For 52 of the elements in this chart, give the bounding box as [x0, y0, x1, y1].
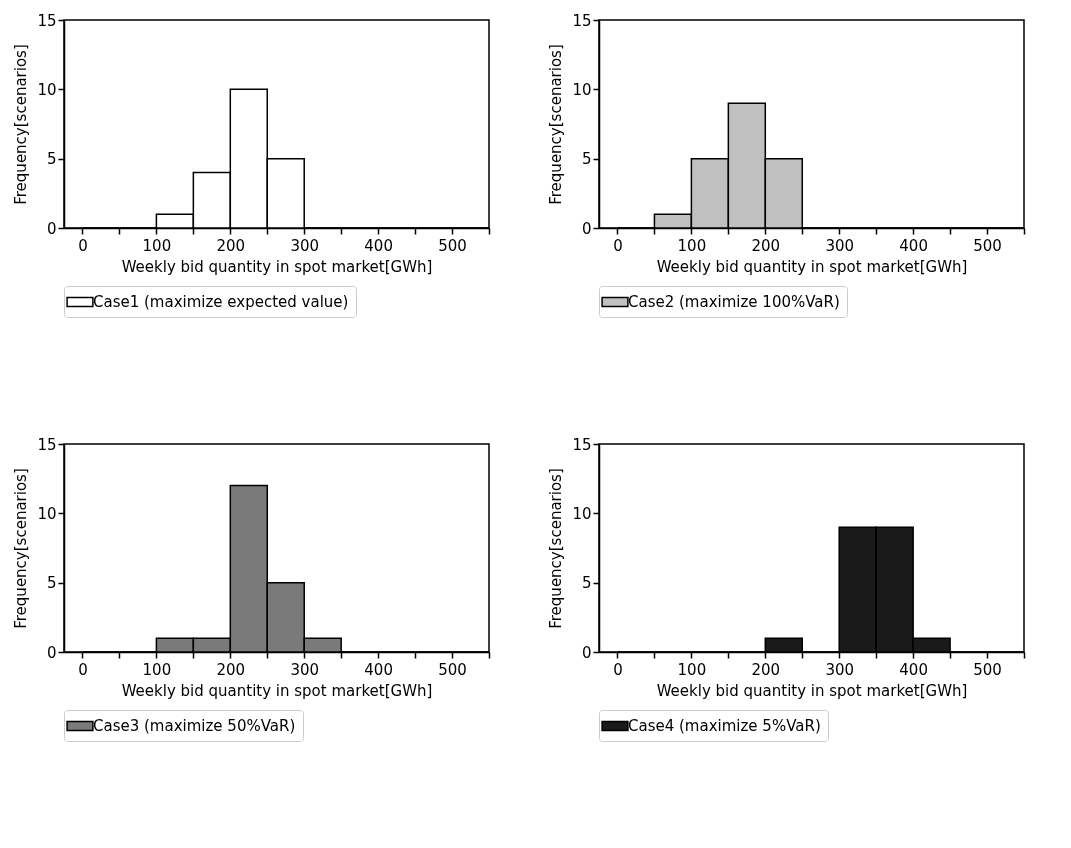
- x-tick-label: 200: [216, 660, 246, 679]
- x-axis-title: Weekly bid quantity in spot market[GWh]: [656, 681, 968, 700]
- x-tick-label: 400: [899, 236, 928, 255]
- x-tick-label: 300: [290, 236, 320, 255]
- x-tick-label: 400: [364, 236, 393, 255]
- x-tick-label: 100: [142, 660, 172, 679]
- x-tick-label: 300: [290, 660, 320, 679]
- x-tick-label: 200: [751, 660, 781, 679]
- y-tick-label: 10: [37, 80, 57, 99]
- y-tick-label: 10: [37, 504, 57, 523]
- x-tick-label: 300: [825, 236, 855, 255]
- legend-label: Case2 (maximize 100%VaR): [628, 293, 840, 311]
- y-tick-label: 0: [581, 219, 592, 238]
- x-tick-label: 0: [78, 660, 88, 679]
- y-axis-title: Frequency[scenarios]: [12, 44, 31, 205]
- y-tick-label: 5: [46, 574, 57, 593]
- y-tick-label: 15: [572, 435, 592, 454]
- x-tick-label: 500: [438, 236, 467, 255]
- legend-label: Case1 (maximize expected value): [93, 293, 349, 311]
- y-tick-label: 15: [37, 11, 57, 30]
- y-axis-title: Frequency[scenarios]: [12, 468, 31, 629]
- x-axis-title: Weekly bid quantity in spot market[GWh]: [121, 257, 433, 276]
- y-tick-label: 0: [581, 643, 592, 662]
- y-axis-title: Frequency[scenarios]: [547, 468, 566, 629]
- x-tick-label: 0: [78, 236, 88, 255]
- x-tick-label: 400: [364, 660, 393, 679]
- x-tick-label: 0: [613, 660, 623, 679]
- y-tick-label: 5: [581, 574, 592, 593]
- x-axis-title: Weekly bid quantity in spot market[GWh]: [656, 257, 968, 276]
- x-tick-label: 100: [142, 236, 172, 255]
- legend-label: Case4 (maximize 5%VaR): [628, 717, 821, 735]
- x-tick-label: 500: [438, 660, 467, 679]
- y-tick-label: 5: [46, 150, 57, 169]
- x-tick-label: 400: [899, 660, 928, 679]
- x-tick-label: 100: [677, 236, 707, 255]
- x-tick-label: 500: [973, 236, 1002, 255]
- y-tick-label: 15: [572, 11, 592, 30]
- y-tick-label: 0: [46, 643, 57, 662]
- x-tick-label: 300: [825, 660, 855, 679]
- x-tick-label: 200: [216, 236, 246, 255]
- x-tick-label: 500: [973, 660, 1002, 679]
- y-tick-label: 5: [581, 150, 592, 169]
- x-tick-label: 100: [677, 660, 707, 679]
- y-tick-label: 10: [572, 80, 592, 99]
- x-tick-label: 200: [751, 236, 781, 255]
- y-tick-label: 10: [572, 504, 592, 523]
- y-tick-label: 15: [37, 435, 57, 454]
- y-axis-title: Frequency[scenarios]: [547, 44, 566, 205]
- x-tick-label: 0: [613, 236, 623, 255]
- legend-label: Case3 (maximize 50%VaR): [93, 717, 296, 735]
- y-tick-label: 0: [46, 219, 57, 238]
- x-axis-title: Weekly bid quantity in spot market[GWh]: [121, 681, 433, 700]
